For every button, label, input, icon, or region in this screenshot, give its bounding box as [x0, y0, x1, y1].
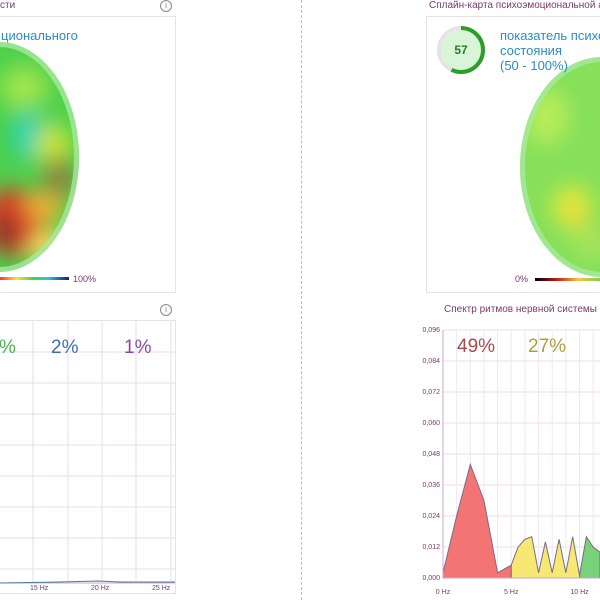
info-icon[interactable]: i [160, 304, 172, 316]
color-scale-bar [0, 277, 69, 280]
percent-label: 2% [51, 337, 79, 358]
scale-min-label: 0% [515, 274, 529, 284]
scale-max-label: 100% [73, 274, 97, 284]
percent-label: 49% [457, 336, 496, 357]
gauge-arc [437, 26, 485, 74]
index-label-line-3: (50 - 100%) [500, 58, 568, 73]
percent-label: 27% [528, 336, 567, 357]
y-tick-label: 0,036 [422, 482, 440, 489]
x-tick-label: 25 Hz [152, 585, 171, 592]
y-tick-label: 0,084 [422, 358, 440, 365]
left-heatmap [0, 42, 79, 280]
series-area [442, 462, 512, 579]
x-tick-label: 0 Hz [436, 589, 451, 596]
y-tick-label: 0,096 [422, 327, 440, 334]
left-map-title: сти [0, 0, 16, 11]
y-tick-label: 0,012 [422, 544, 440, 551]
right-heatmap-card: 57 показатель психо состояния (50 - 100%… [426, 16, 600, 293]
percent-label: % [0, 337, 16, 358]
gauge-value: 57 [454, 43, 468, 57]
left-heatmap-card: ционального 100% [0, 16, 176, 293]
left-spectrum-grid [0, 321, 175, 584]
x-tick-label: 10 Hz [570, 589, 589, 596]
spectrum-title: Спектр ритмов нервной системы [444, 304, 597, 315]
x-tick-label: 5 Hz [504, 589, 519, 596]
x-tick-label: 15 Hz [30, 585, 49, 592]
y-tick-label: 0,024 [422, 513, 440, 520]
x-tick-label: 20 Hz [91, 585, 110, 592]
y-tick-label: 0,000 [422, 575, 440, 582]
right-heatmap [437, 26, 600, 281]
right-map-title: Сплайн-карта психоэмоциональной ак [429, 0, 600, 11]
series-area [510, 535, 581, 579]
color-scale-bar [535, 278, 600, 281]
spectrum-plot: 0,000 0,012 0,024 0,036 0,048 0,060 0,072 0,084… [422, 327, 600, 596]
column-divider [301, 0, 302, 600]
index-label-line-1: показатель психо [500, 28, 600, 43]
y-tick-label: 0,072 [422, 389, 440, 396]
series-area [579, 535, 600, 579]
spectrum-chart: 0,000 0,012 0,024 0,036 0,048 0,060 0,072 0,084… [408, 320, 600, 600]
y-tick-label: 0,048 [422, 451, 440, 458]
percent-label: 1% [124, 337, 152, 358]
left-spectrum-card: % 2% 1% 15 Hz 20 Hz 25 Hz [0, 320, 176, 594]
info-icon[interactable]: i [160, 0, 172, 12]
y-tick-label: 0,060 [422, 420, 440, 427]
index-label-line-2: состояния [500, 43, 562, 58]
heatmap-label: ционального [1, 28, 78, 43]
